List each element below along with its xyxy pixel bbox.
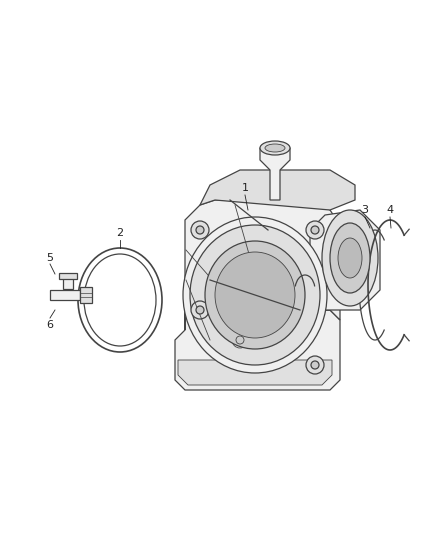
Ellipse shape: [330, 223, 370, 293]
Ellipse shape: [191, 221, 209, 239]
Ellipse shape: [205, 241, 305, 349]
Ellipse shape: [306, 221, 324, 239]
Ellipse shape: [191, 301, 209, 319]
Ellipse shape: [196, 226, 204, 234]
Text: 5: 5: [46, 253, 53, 263]
FancyBboxPatch shape: [63, 277, 73, 289]
Ellipse shape: [232, 332, 248, 348]
Polygon shape: [185, 200, 340, 330]
Ellipse shape: [338, 238, 362, 278]
Ellipse shape: [311, 226, 319, 234]
Ellipse shape: [215, 252, 295, 338]
Ellipse shape: [236, 336, 244, 344]
Ellipse shape: [311, 361, 319, 369]
Polygon shape: [310, 210, 380, 310]
Ellipse shape: [260, 141, 290, 155]
FancyBboxPatch shape: [59, 273, 77, 279]
Polygon shape: [200, 170, 355, 210]
Ellipse shape: [190, 225, 320, 365]
Ellipse shape: [183, 217, 327, 373]
Text: 1: 1: [241, 183, 248, 193]
Ellipse shape: [322, 210, 378, 306]
FancyBboxPatch shape: [50, 290, 80, 300]
Text: 2: 2: [117, 228, 124, 238]
Polygon shape: [175, 310, 340, 390]
Text: 3: 3: [361, 205, 368, 215]
Polygon shape: [178, 360, 332, 385]
Text: 6: 6: [46, 320, 53, 330]
Ellipse shape: [306, 356, 324, 374]
Ellipse shape: [196, 306, 204, 314]
FancyBboxPatch shape: [80, 287, 92, 303]
Ellipse shape: [265, 144, 285, 152]
Polygon shape: [260, 148, 290, 200]
Text: 4: 4: [386, 205, 394, 215]
